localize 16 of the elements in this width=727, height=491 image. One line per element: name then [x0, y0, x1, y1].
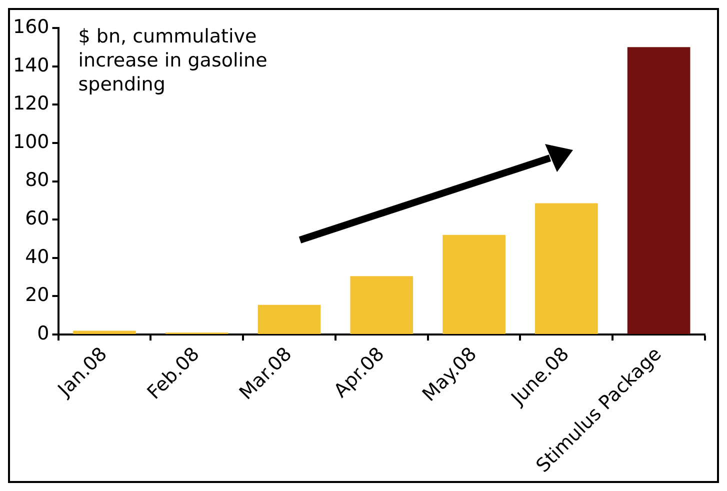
y-tick-label: 40: [25, 246, 50, 268]
y-tick-label: 100: [13, 130, 50, 153]
annotation: $ bn, cummulative increase in gasoline spending: [78, 25, 268, 96]
y-tick-label: 60: [25, 208, 50, 230]
y-tick-label: 140: [13, 54, 50, 76]
bar: [73, 330, 136, 334]
y-tick-label: 0: [37, 322, 50, 344]
bar: [442, 234, 506, 334]
y-tick-label: 160: [13, 16, 50, 38]
bar: [350, 276, 414, 334]
bar: [535, 203, 598, 334]
y-tick-label: 120: [13, 92, 50, 115]
bar: [627, 47, 690, 334]
y-tick-label: 80: [25, 169, 50, 192]
bar: [258, 304, 321, 334]
y-tick-label: 20: [25, 284, 50, 306]
